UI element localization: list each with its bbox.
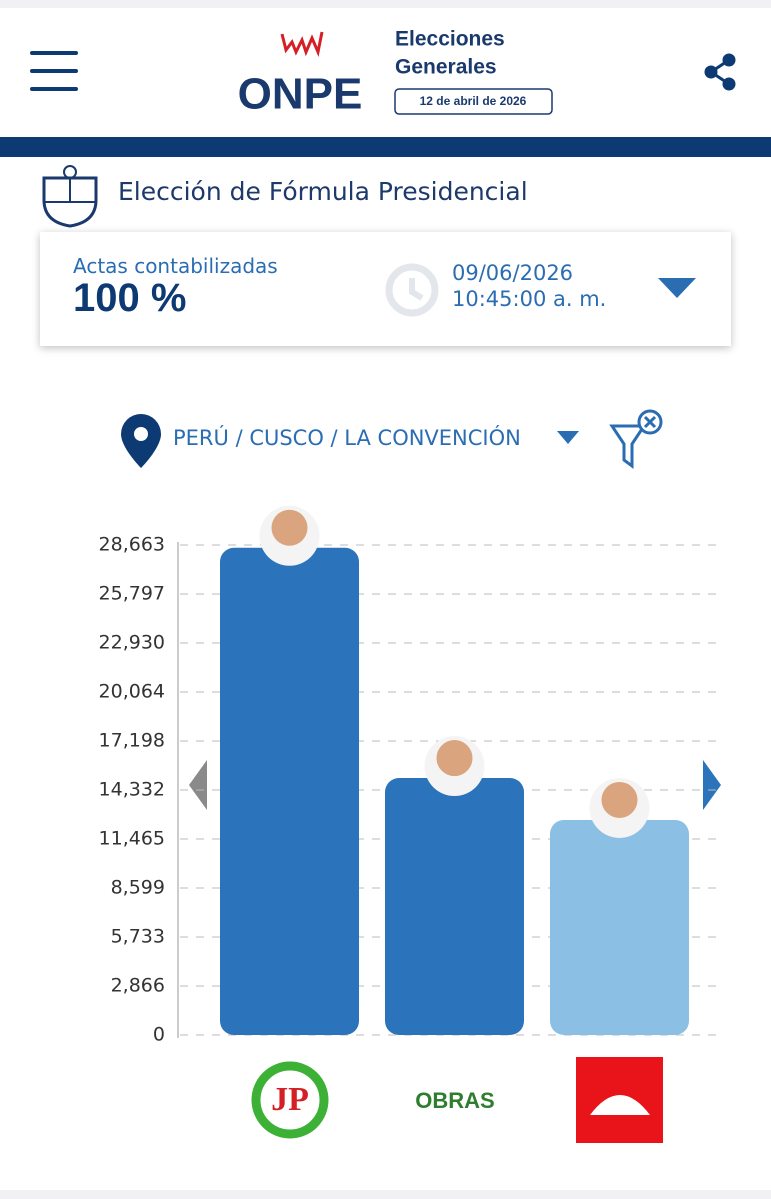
party-logo	[251, 1061, 329, 1139]
clock-icon	[385, 263, 439, 317]
election-title: Elección de Fórmula Presidencial	[118, 177, 528, 206]
status-label: Actas contabilizadas	[73, 254, 278, 278]
date-pill	[394, 88, 553, 115]
candidate-face	[601, 781, 638, 818]
event-title: Generales	[395, 56, 497, 79]
party-logo-text: OBRAS	[415, 1088, 494, 1113]
candidate-face	[436, 740, 473, 777]
chart: JP OBRAS 0 2,866 5,733 8,599 11,465 14,332 17,…	[99, 505, 722, 1143]
y-tick-label: 11,465	[99, 828, 165, 850]
y-tick-label: 14,332	[99, 778, 165, 800]
y-tick-label: 17,198	[99, 729, 165, 751]
header-band	[0, 137, 771, 157]
bar	[220, 547, 359, 1035]
brand: ONPE	[238, 70, 363, 119]
bar	[550, 819, 689, 1035]
event-title: Elecciones	[395, 28, 505, 51]
top-strip	[0, 0, 771, 8]
y-tick-label: 28,663	[99, 534, 165, 556]
y-tick-label: 0	[153, 1024, 165, 1046]
logo-hand	[280, 31, 324, 58]
party-logo-text: JP	[271, 1081, 309, 1118]
bottom-strip	[0, 1190, 771, 1199]
share-button[interactable]	[704, 53, 736, 91]
y-tick-label: 22,930	[99, 632, 165, 654]
location-dropdown[interactable]	[556, 430, 580, 446]
status-time: 10:45:00 a. m.	[452, 287, 607, 311]
expand-button[interactable]	[656, 276, 698, 300]
filter-clear-button[interactable]	[608, 408, 666, 470]
prev-button[interactable]	[189, 760, 207, 810]
location[interactable]: PERÚ / CUSCO / LA CONVENCIÓN	[173, 426, 521, 450]
y-tick-label: 2,866	[111, 975, 165, 997]
y-tick-label: 20,064	[99, 681, 165, 703]
event-date: 12 de abril de 2026	[420, 94, 527, 108]
next-button[interactable]	[703, 760, 721, 810]
candidate-face	[271, 509, 308, 546]
party-logo-helmet	[590, 1095, 650, 1115]
y-tick-label: 5,733	[111, 925, 165, 947]
y-tick-label: 8,599	[111, 876, 165, 898]
status-date: 09/06/2026	[452, 261, 574, 285]
status-value: 100 %	[73, 276, 187, 320]
coat-of-arms	[42, 165, 98, 228]
location-pin	[121, 414, 161, 468]
header: ONPE Elecciones Generales 12 de abril de…	[0, 28, 771, 157]
status-card: Actas contabilizadas 100 % 09/06/2026 10…	[40, 232, 731, 346]
bar	[385, 778, 524, 1035]
y-tick-label: 25,797	[99, 582, 165, 604]
menu-button[interactable]	[30, 51, 78, 91]
